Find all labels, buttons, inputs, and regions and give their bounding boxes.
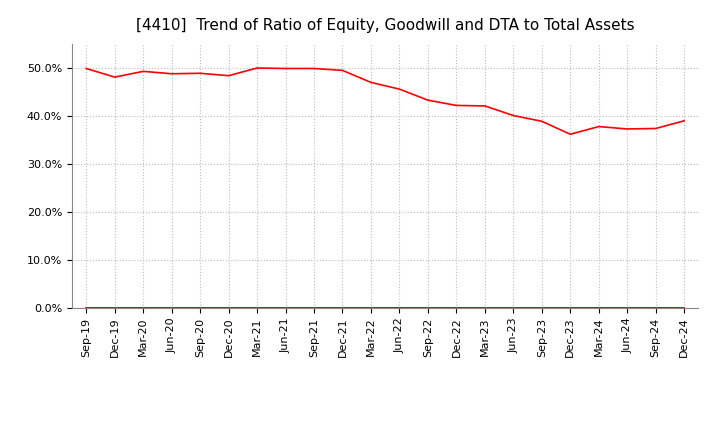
Deferred Tax Assets xyxy=(423,305,432,311)
Deferred Tax Assets xyxy=(366,305,375,311)
Goodwill xyxy=(452,305,461,311)
Goodwill xyxy=(167,305,176,311)
Deferred Tax Assets xyxy=(139,305,148,311)
Deferred Tax Assets xyxy=(480,305,489,311)
Goodwill xyxy=(310,305,318,311)
Goodwill xyxy=(595,305,603,311)
Equity xyxy=(282,66,290,71)
Equity xyxy=(395,87,404,92)
Equity xyxy=(652,126,660,131)
Deferred Tax Assets xyxy=(167,305,176,311)
Equity xyxy=(623,126,631,132)
Equity xyxy=(680,118,688,124)
Goodwill xyxy=(139,305,148,311)
Deferred Tax Assets xyxy=(509,305,518,311)
Deferred Tax Assets xyxy=(82,305,91,311)
Goodwill xyxy=(366,305,375,311)
Title: [4410]  Trend of Ratio of Equity, Goodwill and DTA to Total Assets: [4410] Trend of Ratio of Equity, Goodwil… xyxy=(136,18,634,33)
Goodwill xyxy=(423,305,432,311)
Goodwill xyxy=(82,305,91,311)
Equity xyxy=(509,113,518,118)
Deferred Tax Assets xyxy=(537,305,546,311)
Equity xyxy=(338,68,347,73)
Goodwill xyxy=(395,305,404,311)
Equity xyxy=(452,103,461,108)
Deferred Tax Assets xyxy=(680,305,688,311)
Line: Equity: Equity xyxy=(86,68,684,134)
Deferred Tax Assets xyxy=(395,305,404,311)
Equity xyxy=(537,119,546,124)
Deferred Tax Assets xyxy=(110,305,119,311)
Goodwill xyxy=(338,305,347,311)
Deferred Tax Assets xyxy=(452,305,461,311)
Goodwill xyxy=(110,305,119,311)
Goodwill xyxy=(253,305,261,311)
Equity xyxy=(139,69,148,74)
Equity xyxy=(82,66,91,71)
Deferred Tax Assets xyxy=(595,305,603,311)
Goodwill xyxy=(225,305,233,311)
Equity xyxy=(110,74,119,80)
Deferred Tax Assets xyxy=(282,305,290,311)
Equity xyxy=(566,132,575,137)
Deferred Tax Assets xyxy=(196,305,204,311)
Goodwill xyxy=(566,305,575,311)
Deferred Tax Assets xyxy=(253,305,261,311)
Equity xyxy=(366,80,375,85)
Deferred Tax Assets xyxy=(652,305,660,311)
Goodwill xyxy=(282,305,290,311)
Equity xyxy=(196,71,204,76)
Goodwill xyxy=(509,305,518,311)
Equity xyxy=(253,66,261,71)
Goodwill xyxy=(652,305,660,311)
Equity xyxy=(167,71,176,77)
Equity xyxy=(480,103,489,109)
Equity xyxy=(595,124,603,129)
Deferred Tax Assets xyxy=(225,305,233,311)
Goodwill xyxy=(196,305,204,311)
Goodwill xyxy=(680,305,688,311)
Equity xyxy=(423,98,432,103)
Deferred Tax Assets xyxy=(623,305,631,311)
Deferred Tax Assets xyxy=(566,305,575,311)
Goodwill xyxy=(623,305,631,311)
Deferred Tax Assets xyxy=(338,305,347,311)
Deferred Tax Assets xyxy=(310,305,318,311)
Equity xyxy=(225,73,233,78)
Goodwill xyxy=(537,305,546,311)
Goodwill xyxy=(480,305,489,311)
Equity xyxy=(310,66,318,71)
